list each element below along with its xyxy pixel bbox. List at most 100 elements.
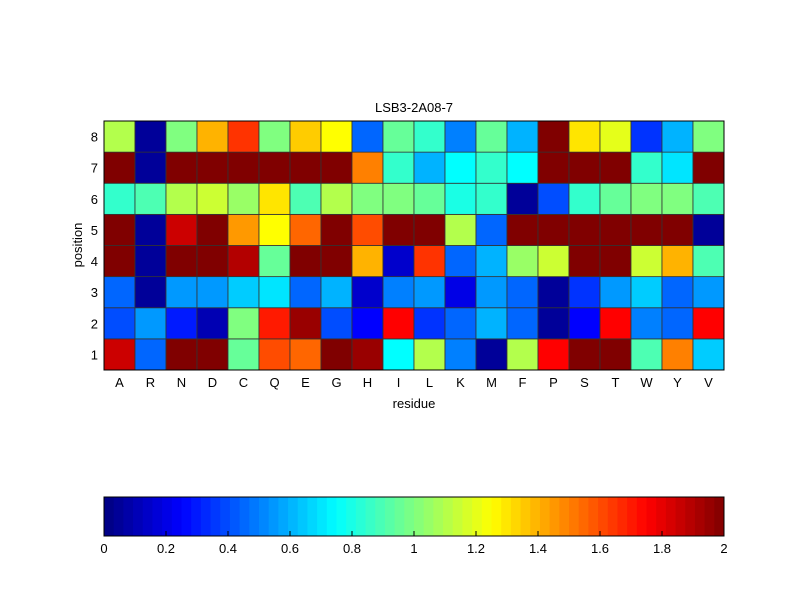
heatmap-cell xyxy=(103,213,136,246)
colorbar-segment xyxy=(297,497,308,536)
colorbar-segment xyxy=(501,497,512,536)
y-axis-label: position xyxy=(70,223,85,268)
heatmap-cell xyxy=(258,182,291,215)
heatmap-cell xyxy=(382,151,415,184)
colorbar-segment xyxy=(549,497,560,536)
heatmap-cell xyxy=(227,213,260,246)
heatmap-cell xyxy=(351,182,384,215)
heatmap-cell xyxy=(599,245,632,278)
heatmap-cell xyxy=(692,338,725,371)
colorbar-segment xyxy=(481,497,492,536)
heatmap-cell xyxy=(630,307,663,340)
colorbar-segment xyxy=(384,497,396,536)
colorbar-segment xyxy=(394,497,405,536)
heatmap-cell xyxy=(599,151,632,184)
heatmap-cell xyxy=(165,151,198,184)
colorbar-tick-label: 2 xyxy=(720,541,727,556)
heatmap-cell xyxy=(568,276,601,309)
heatmap-cell xyxy=(351,276,384,309)
heatmap-cell xyxy=(599,120,632,153)
heatmap-cell xyxy=(599,307,632,340)
heatmap-cell xyxy=(444,338,477,371)
colorbar-segment xyxy=(229,497,241,536)
x-tick-label: W xyxy=(640,375,653,390)
colorbar-tick-label: 0.6 xyxy=(281,541,299,556)
heatmap-cell xyxy=(506,151,539,184)
heatmap-cell xyxy=(506,213,539,246)
colorbar-segment xyxy=(656,497,667,536)
heatmap-cell xyxy=(196,245,229,278)
colorbar-segment xyxy=(675,497,686,536)
heatmap-cell xyxy=(475,245,508,278)
colorbar-segment xyxy=(210,497,221,536)
x-tick-label: M xyxy=(486,375,497,390)
heatmap-cell xyxy=(165,213,198,246)
colorbar-tick-label: 0.4 xyxy=(219,541,237,556)
y-tick-label: 2 xyxy=(91,316,98,331)
colorbar-segment xyxy=(423,497,434,536)
x-tick-label: D xyxy=(208,375,217,390)
heatmap-cell xyxy=(568,213,601,246)
colorbar-segment xyxy=(588,497,599,536)
colorbar-segment xyxy=(288,497,299,536)
colorbar-segment xyxy=(636,497,647,536)
heatmap-cell xyxy=(289,338,322,371)
colorbar-segment xyxy=(704,497,715,536)
heatmap-cell xyxy=(661,338,694,371)
heatmap-cell xyxy=(351,151,384,184)
colorbar-tick-label: 0.2 xyxy=(157,541,175,556)
heatmap-cell xyxy=(444,182,477,215)
heatmap-cell xyxy=(599,338,632,371)
y-tick-label: 4 xyxy=(91,254,98,269)
x-tick-label: Q xyxy=(269,375,279,390)
colorbar-segment xyxy=(665,497,677,536)
colorbar-segment xyxy=(200,497,212,536)
heatmap-cell xyxy=(444,307,477,340)
heatmap-cell xyxy=(692,307,725,340)
colorbar-segment xyxy=(569,497,580,536)
x-tick-label: N xyxy=(177,375,186,390)
heatmap-cell xyxy=(351,245,384,278)
heatmap-cell xyxy=(227,245,260,278)
heatmap-cell xyxy=(103,182,136,215)
x-tick-label: R xyxy=(146,375,155,390)
colorbar-segment xyxy=(627,497,638,536)
heatmap-cell xyxy=(661,307,694,340)
heatmap-cell xyxy=(537,245,570,278)
x-tick-label: E xyxy=(301,375,310,390)
heatmap-cell xyxy=(537,151,570,184)
heatmap-cell xyxy=(630,245,663,278)
heatmap-cell xyxy=(258,213,291,246)
heatmap-cell xyxy=(289,213,322,246)
heatmap-cell xyxy=(630,120,663,153)
heatmap-cell xyxy=(599,213,632,246)
heatmap-cell xyxy=(165,307,198,340)
heatmap-cell xyxy=(351,307,384,340)
heatmap-cell xyxy=(134,307,167,340)
colorbar-segment xyxy=(559,497,570,536)
colorbar-segment xyxy=(607,497,618,536)
x-tick-label: Y xyxy=(673,375,682,390)
x-tick-label: G xyxy=(331,375,341,390)
heatmap-cell xyxy=(196,338,229,371)
heatmap-cell xyxy=(103,151,136,184)
colorbar-segment xyxy=(239,497,250,536)
heatmap-cell xyxy=(692,276,725,309)
heatmap-cell xyxy=(227,276,260,309)
colorbar-segment xyxy=(443,497,454,536)
colorbar-segment xyxy=(268,497,279,536)
colorbar-tick-label: 1.6 xyxy=(591,541,609,556)
colorbar-segment xyxy=(530,497,541,536)
heatmap-cell xyxy=(568,182,601,215)
heatmap-cell xyxy=(320,213,353,246)
heatmap-cell xyxy=(134,213,167,246)
colorbar-segment xyxy=(133,497,144,536)
heatmap-cell xyxy=(196,213,229,246)
heatmap-cell xyxy=(444,245,477,278)
heatmap-cell xyxy=(444,276,477,309)
heatmap-cell xyxy=(258,276,291,309)
x-tick-label: H xyxy=(363,375,372,390)
heatmap-cell xyxy=(320,151,353,184)
